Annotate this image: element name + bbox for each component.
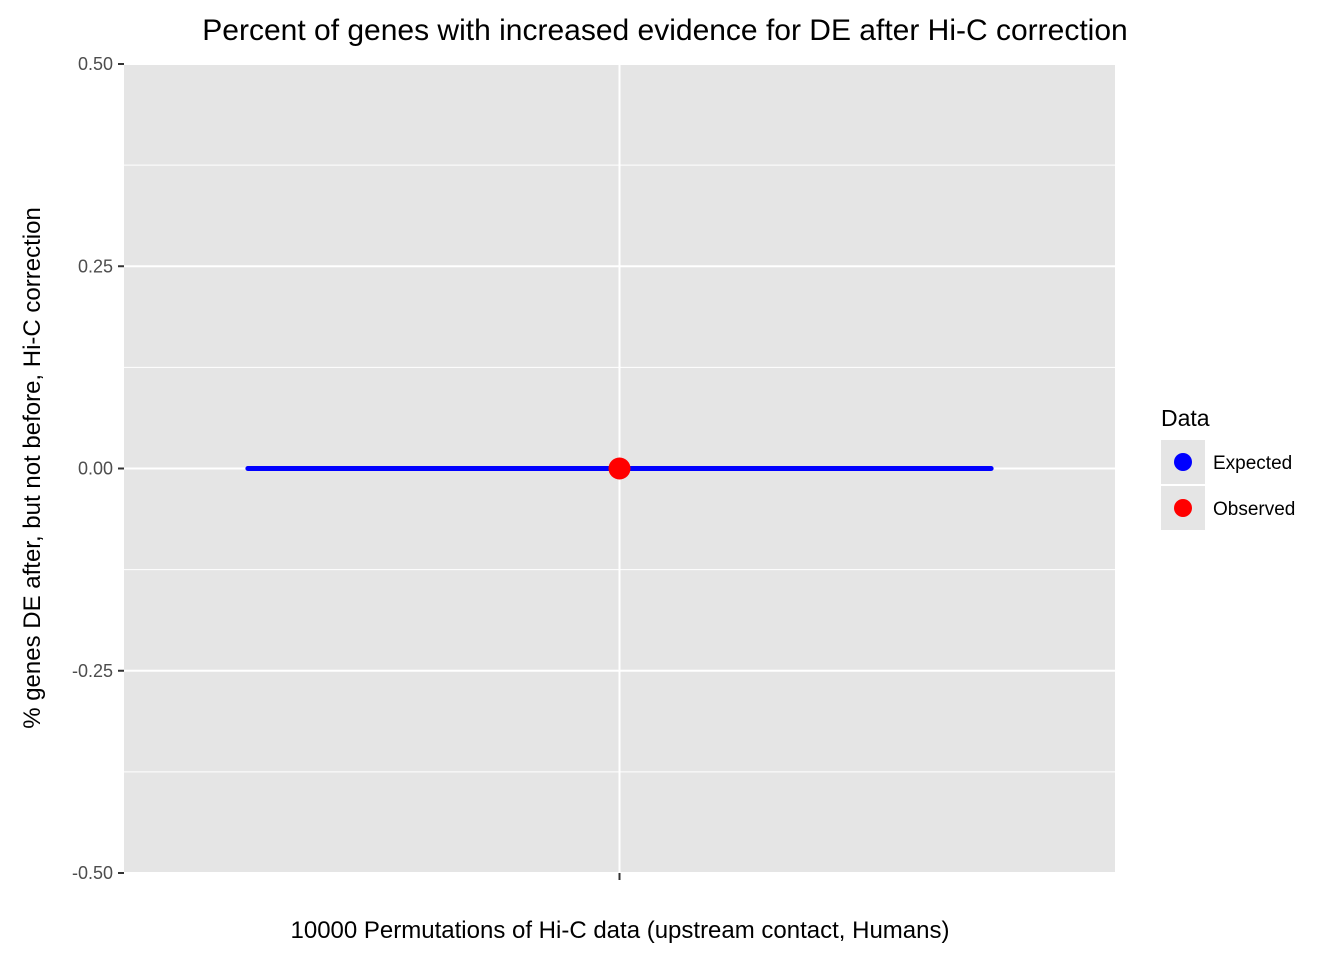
- legend-swatch-observed: [1174, 499, 1192, 517]
- data-marks: [245, 457, 994, 480]
- legend-label-expected: Expected: [1213, 453, 1292, 474]
- legend-label-observed: Observed: [1213, 499, 1295, 520]
- y-tick-label: 0.00: [78, 459, 113, 479]
- observed-point: [608, 457, 631, 480]
- y-tick-label: 0.25: [78, 256, 113, 276]
- legend-title: Data: [1161, 405, 1210, 431]
- legend-swatch-expected: [1174, 453, 1192, 471]
- y-tick-label: 0.50: [78, 54, 113, 74]
- y-axis-title: % genes DE after, but not before, Hi-C c…: [19, 207, 46, 729]
- x-axis-title: 10000 Permutations of Hi-C data (upstrea…: [291, 917, 950, 944]
- y-tick-label: -0.25: [72, 661, 113, 681]
- chart-title: Percent of genes with increased evidence…: [202, 14, 1127, 47]
- legend: Data Expected Observed: [1161, 405, 1295, 530]
- y-axis: -0.50 -0.25 0.00 0.25 0.50: [72, 54, 124, 883]
- y-tick-label: -0.50: [72, 863, 113, 883]
